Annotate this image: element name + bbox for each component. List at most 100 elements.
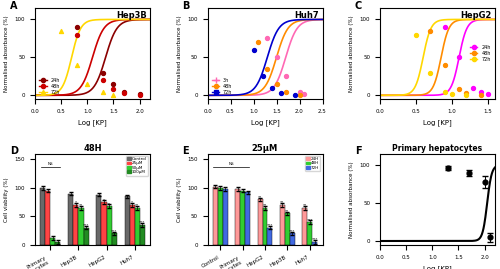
Y-axis label: Normalised absorbance (%): Normalised absorbance (%)	[349, 161, 354, 238]
Text: F: F	[354, 146, 362, 157]
Bar	[40, 188, 46, 245]
Point	[99, 70, 107, 75]
Text: ***: ***	[289, 229, 296, 233]
Point	[110, 82, 118, 86]
Bar	[106, 206, 112, 245]
Bar	[290, 233, 295, 245]
Point	[455, 55, 463, 59]
Point	[99, 89, 107, 94]
Point	[486, 235, 494, 239]
Point	[272, 55, 280, 59]
Point	[84, 82, 92, 86]
Title: 48H: 48H	[83, 144, 102, 153]
Text: **: **	[107, 202, 111, 206]
Text: E: E	[182, 146, 189, 157]
Y-axis label: Normalised absorbance (%): Normalised absorbance (%)	[349, 15, 354, 92]
Bar	[312, 242, 318, 245]
Point	[268, 86, 276, 90]
Text: Huh7: Huh7	[294, 11, 319, 20]
Point	[291, 93, 299, 97]
Bar	[240, 191, 245, 245]
Point	[440, 25, 448, 29]
Text: Hep3B: Hep3B	[116, 11, 146, 20]
Text: ***: ***	[111, 229, 117, 233]
Point	[272, 82, 280, 86]
Point	[440, 63, 448, 67]
Point	[462, 93, 470, 97]
Text: **: **	[258, 195, 262, 199]
Point	[476, 89, 484, 94]
X-axis label: Log [KP]: Log [KP]	[423, 265, 452, 269]
Point	[110, 93, 118, 97]
Point	[440, 89, 448, 94]
Text: C: C	[354, 1, 362, 11]
Legend: 24H, 48H, 72H: 24H, 48H, 72H	[305, 156, 320, 171]
Point	[136, 93, 143, 97]
Point	[99, 78, 107, 82]
Point	[448, 92, 456, 96]
Bar	[46, 191, 51, 245]
Point	[120, 89, 128, 94]
Y-axis label: Normalised absorbance (%): Normalised absorbance (%)	[176, 15, 182, 92]
Point	[57, 29, 65, 33]
Bar	[218, 188, 222, 245]
Text: ***: ***	[266, 224, 273, 228]
Title: 25μM: 25μM	[252, 144, 278, 153]
Point	[73, 25, 81, 29]
Text: B: B	[182, 1, 190, 11]
Point	[465, 171, 473, 175]
Title: Primary hepatocytes: Primary hepatocytes	[392, 144, 482, 153]
Bar	[280, 205, 285, 245]
Point	[264, 67, 272, 71]
Point	[470, 86, 478, 90]
Bar	[74, 205, 78, 245]
Bar	[140, 225, 145, 245]
Y-axis label: Cell viability (%): Cell viability (%)	[4, 177, 9, 222]
Text: ***: ***	[83, 224, 89, 228]
Y-axis label: Normalised absorbance (%): Normalised absorbance (%)	[4, 15, 9, 92]
Point	[110, 87, 118, 91]
Text: NS: NS	[48, 162, 53, 166]
Bar	[84, 228, 88, 245]
Legend: 24h, 48h, 72h: 24h, 48h, 72h	[38, 76, 62, 97]
Text: **: **	[79, 204, 83, 208]
Text: ***: ***	[139, 221, 145, 225]
Y-axis label: Cell viability (%): Cell viability (%)	[176, 177, 182, 222]
Bar	[68, 194, 73, 245]
Bar	[302, 208, 308, 245]
X-axis label: Log [KP]: Log [KP]	[250, 119, 280, 126]
X-axis label: Log [KP]: Log [KP]	[423, 119, 452, 126]
Point	[73, 33, 81, 37]
Point	[120, 91, 128, 95]
Text: *: *	[131, 201, 133, 205]
Bar	[96, 195, 102, 245]
Point	[282, 74, 290, 79]
Point	[258, 74, 266, 79]
Text: **: **	[263, 204, 267, 208]
Text: **: **	[280, 201, 284, 205]
Bar	[102, 202, 106, 245]
Bar	[235, 189, 240, 245]
Point	[480, 180, 488, 184]
Bar	[285, 214, 290, 245]
Text: *: *	[103, 198, 105, 202]
Text: NS: NS	[228, 162, 234, 166]
Text: D: D	[10, 146, 18, 157]
Bar	[245, 192, 250, 245]
Bar	[112, 233, 116, 245]
Point	[426, 29, 434, 33]
Point	[426, 70, 434, 75]
Legend: Control, 25μM, 50μM, 100μM: Control, 25μM, 50μM, 100μM	[126, 156, 148, 176]
Point	[484, 92, 492, 96]
Text: **: **	[135, 204, 140, 208]
Point	[254, 40, 262, 44]
Point	[296, 89, 304, 94]
Point	[296, 93, 304, 97]
Point	[444, 166, 452, 170]
Bar	[56, 242, 60, 245]
Point	[412, 33, 420, 37]
Text: A: A	[10, 1, 17, 11]
Point	[277, 91, 285, 95]
Text: ***: ***	[312, 238, 318, 242]
Bar	[78, 208, 84, 245]
